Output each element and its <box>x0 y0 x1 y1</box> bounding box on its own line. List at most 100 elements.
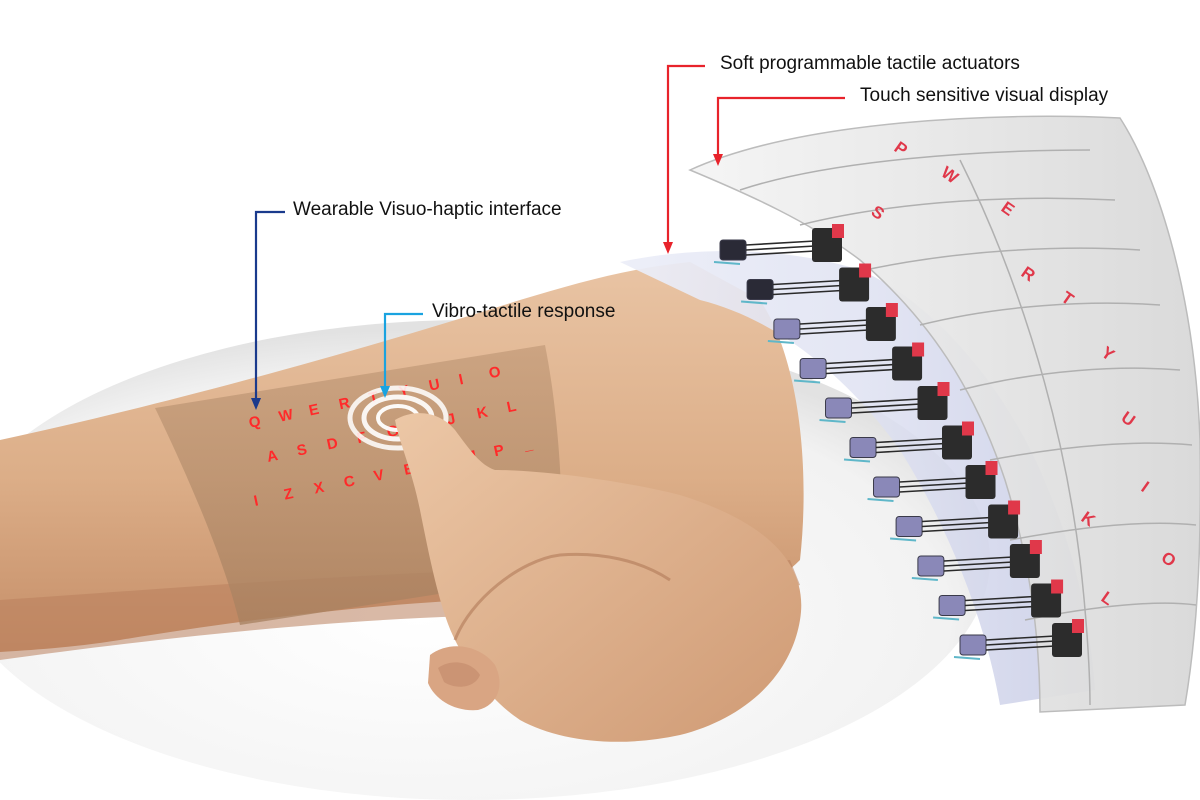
actuator-accent <box>1029 540 1042 554</box>
actuator-accent <box>985 461 998 475</box>
actuator-chip <box>959 634 987 656</box>
actuator-row <box>953 619 1084 660</box>
actuator-wire <box>943 566 1013 572</box>
actuator-wire <box>851 403 921 409</box>
keyboard-key: Z <box>282 485 295 504</box>
actuator-chip <box>873 476 901 498</box>
actuator-lead <box>953 656 981 660</box>
keyboard-key: A <box>265 447 279 466</box>
actuator-accent <box>832 224 844 238</box>
actuator-row <box>890 500 1021 542</box>
actuator-wire <box>773 284 843 291</box>
keyboard-key: Q <box>247 413 262 432</box>
keyboard-key: K <box>475 404 489 423</box>
keyboard-key: _ <box>521 436 534 455</box>
actuator-lead <box>794 379 821 384</box>
keyboard-key: E <box>307 401 320 420</box>
callout-actuators-line <box>663 64 705 254</box>
actuator-accent <box>885 303 898 317</box>
actuator-wire <box>985 635 1056 641</box>
actuator-chip <box>825 397 853 419</box>
actuator-wire <box>985 645 1056 651</box>
actuator-wire <box>899 487 969 493</box>
actuator-lead <box>741 300 768 305</box>
actuator-wire <box>943 561 1013 567</box>
actuator-wire <box>851 408 921 414</box>
actuator-wire <box>875 437 946 444</box>
actuator-accent <box>912 342 925 357</box>
actuator-chip <box>773 318 801 340</box>
actuator-sheet <box>620 251 1095 706</box>
actuator-lead <box>890 537 917 542</box>
actuator-accent <box>1072 619 1084 633</box>
actuator-row <box>911 540 1042 581</box>
callout-display-line <box>713 96 845 166</box>
actuator-wire <box>899 477 969 483</box>
actuator-chip <box>917 555 945 577</box>
actuator-wire <box>985 640 1056 646</box>
actuator-wire <box>799 324 869 330</box>
keyboard-key: X <box>312 479 325 498</box>
keyboard-key: O <box>487 363 502 382</box>
display-grid <box>739 149 1197 706</box>
actuator-chip <box>895 516 923 537</box>
actuator-chip <box>799 358 827 379</box>
actuator-lead <box>713 261 741 265</box>
actuator-wire <box>922 526 992 533</box>
keyboard-key: I <box>457 371 465 388</box>
actuator-wire <box>745 245 816 251</box>
actuator-lead <box>867 498 894 502</box>
actuator-wire <box>875 442 946 449</box>
label-display: Touch sensitive visual display <box>860 85 1109 106</box>
actuator-wire <box>875 447 946 454</box>
knuckle-fold <box>453 552 671 641</box>
actuator-accent <box>937 382 950 396</box>
actuator-row <box>741 263 872 305</box>
keyboard-key: L <box>505 398 518 417</box>
actuator-accent <box>1008 500 1021 515</box>
actuator-chip <box>746 279 774 300</box>
actuator-row <box>794 342 925 384</box>
actuator-wire <box>965 605 1035 612</box>
keyboard-key: S <box>295 441 308 460</box>
actuator-row <box>767 303 898 344</box>
actuator-chip <box>849 437 877 458</box>
actuator-lead <box>933 616 960 621</box>
keyboard-key: W <box>277 406 295 426</box>
actuator-wire <box>826 358 896 365</box>
actuator-accent <box>962 421 974 436</box>
actuator-accent <box>1051 579 1064 594</box>
callout-interface-line <box>251 210 285 410</box>
actuator-row <box>933 579 1064 621</box>
actuator-row <box>867 461 998 502</box>
display-sheet <box>688 115 1200 713</box>
keyboard-key: C <box>342 472 356 491</box>
actuator-wire <box>943 556 1013 562</box>
keyboard-key: R <box>337 394 351 413</box>
actuator-accent <box>859 263 872 278</box>
keyboard-key: D <box>325 435 339 454</box>
label-response: Vibro-tactile response <box>432 301 616 322</box>
actuator-wire <box>826 368 896 375</box>
actuator-chip <box>719 239 747 261</box>
keyboard-key: U <box>427 376 441 395</box>
actuator-wire <box>799 329 869 335</box>
actuator-wire <box>826 363 896 370</box>
actuator-row <box>713 224 844 265</box>
actuator-wire <box>965 595 1035 602</box>
keyboard-key: P <box>492 442 505 461</box>
actuator-lead <box>767 340 794 344</box>
actuator-wire <box>851 398 921 404</box>
actuator-wire <box>799 319 869 325</box>
actuator-chip <box>938 595 966 616</box>
actuator-lead <box>843 458 871 463</box>
actuator-wire <box>745 240 816 246</box>
actuator-wire <box>965 600 1035 607</box>
actuator-wire <box>745 250 816 256</box>
callout-response-line <box>380 312 423 398</box>
actuator-wire <box>922 521 992 528</box>
keyboard-key: J <box>445 410 457 428</box>
actuator-row <box>843 421 974 463</box>
actuator-wire <box>922 516 992 523</box>
